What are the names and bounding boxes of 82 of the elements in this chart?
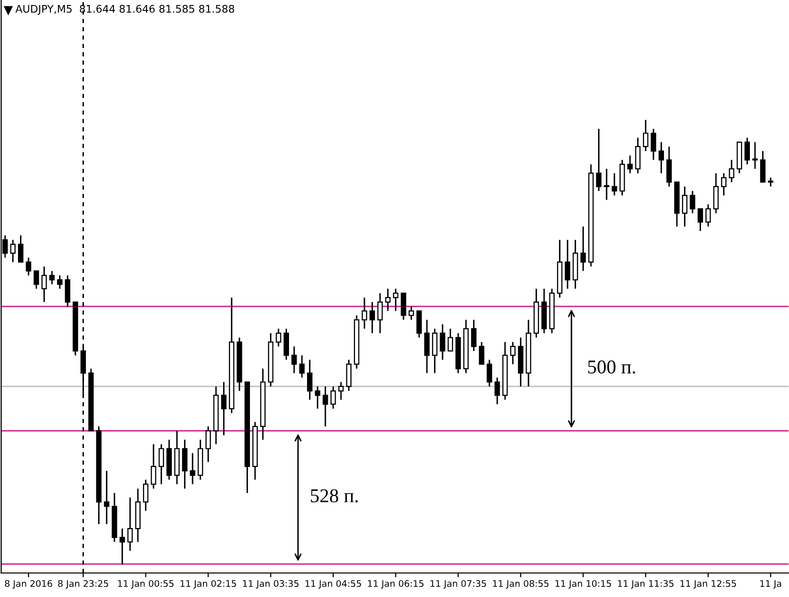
candlestick	[408, 306, 414, 321]
candlestick	[49, 270, 55, 285]
candlestick	[205, 426, 211, 463]
candlestick	[682, 186, 688, 228]
candlestick	[705, 204, 711, 228]
x-tick-label: 11 Jan 07:35	[430, 580, 486, 589]
candlestick	[596, 128, 602, 192]
candlestick	[760, 150, 766, 183]
candlestick	[580, 226, 586, 272]
candlestick	[385, 288, 391, 312]
candlestick	[635, 137, 641, 174]
chart-title: AUDJPY,M5 81.644 81.646 81.585 81.588	[15, 4, 234, 15]
candlestick	[471, 319, 476, 352]
candlestick	[392, 288, 398, 312]
x-tick-label: 11 Jan 06:15	[368, 580, 424, 589]
candlestick	[322, 386, 328, 428]
candlestick	[642, 119, 648, 152]
candlestick	[291, 346, 297, 374]
candlestick	[448, 328, 454, 352]
candlestick	[440, 324, 446, 360]
candlestick	[34, 270, 40, 290]
candlestick	[650, 128, 656, 161]
candlestick	[346, 359, 352, 392]
candlestick	[41, 266, 47, 303]
annotation: 500 п.	[588, 360, 636, 374]
x-tick-label: 11 Ja	[760, 580, 782, 589]
candlestick	[26, 256, 32, 276]
x-tick-label: 11 Jan 04:55	[306, 580, 361, 589]
candlestick	[752, 141, 758, 170]
candlestick	[690, 190, 696, 214]
x-tick-label: 11 Jan 08:55	[493, 580, 548, 589]
candlestick	[478, 341, 484, 365]
candlestick	[57, 274, 62, 290]
candlestick	[64, 274, 70, 308]
candlestick	[370, 301, 375, 334]
candlestick	[276, 328, 282, 348]
candlestick	[666, 146, 672, 188]
x-tick-label: 11 Jan 10:15	[556, 580, 611, 589]
candlestick	[564, 239, 570, 290]
candlestick	[120, 528, 125, 565]
candlestick	[400, 292, 406, 321]
candlestick	[494, 376, 500, 405]
candlestick	[728, 159, 734, 183]
candlestick	[510, 341, 516, 365]
candlestick	[432, 328, 438, 374]
x-tick-label: 11 Jan 03:35	[243, 580, 298, 589]
candlestick	[486, 359, 492, 388]
candlestick	[416, 310, 422, 338]
candlestick	[604, 168, 610, 201]
candlestick	[158, 443, 164, 485]
candlestick	[18, 234, 24, 263]
x-tick-label: 11 Jan 12:55	[680, 580, 736, 589]
candlestick	[284, 328, 290, 360]
candlestick	[377, 292, 383, 334]
candlestick	[658, 141, 664, 174]
candlestick	[104, 470, 110, 525]
candlestick	[713, 172, 719, 214]
candlestick	[299, 354, 305, 378]
candlestick	[10, 239, 16, 263]
annotation: 528 п.	[310, 489, 358, 502]
candlestick	[182, 439, 188, 490]
candlestick	[338, 381, 344, 400]
candlestick	[424, 319, 430, 374]
x-tick-label: 11 Jan 11:35	[618, 580, 674, 589]
x-tick-label: 8 Jan 23:25	[58, 580, 108, 589]
candlestick	[362, 296, 368, 330]
candlestick	[190, 452, 196, 485]
candlestick	[330, 386, 336, 410]
candlestick	[721, 172, 726, 196]
candlestick	[627, 154, 633, 174]
x-tick-label: 11 Jan 02:15	[180, 580, 236, 589]
candlestick	[612, 172, 618, 196]
x-tick-label: 8 Jan 2016	[4, 580, 52, 589]
candlestick	[142, 479, 148, 512]
candlestick	[150, 443, 156, 490]
candlestick	[307, 359, 312, 400]
candlestick	[744, 137, 750, 166]
x-tick-label: 11 Jan 00:55	[118, 580, 174, 589]
candlestick	[127, 496, 133, 552]
candlestick	[314, 386, 320, 410]
candlestick	[221, 381, 227, 436]
candlestick	[698, 208, 704, 232]
